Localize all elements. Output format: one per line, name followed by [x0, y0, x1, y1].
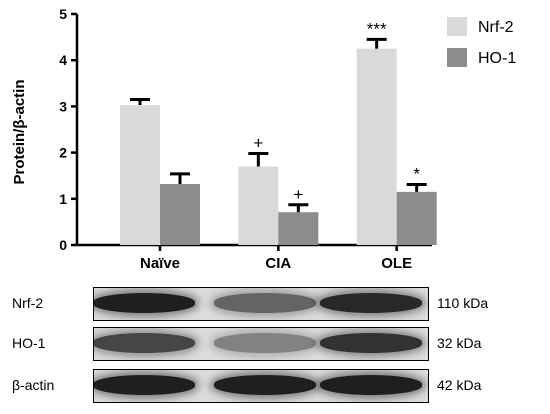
blot-size-label: 110 kDa: [437, 295, 489, 311]
x-tick-label: Naïve: [140, 255, 180, 272]
legend-label: Nrf-2: [478, 19, 514, 36]
y-tick-label: 2: [59, 145, 67, 161]
bar-nrf-2-2: [356, 48, 397, 246]
bar-nrf-2-0: [120, 105, 160, 245]
significance-marker: ***: [367, 19, 387, 38]
blot-band: [214, 293, 316, 313]
y-tick-label: 0: [59, 237, 67, 253]
bar-ho-1-1: [278, 212, 319, 245]
blot-band: [320, 293, 422, 313]
blot-band: [94, 293, 195, 313]
blot-band: [94, 375, 195, 395]
legend-swatch-nrf-2: [447, 17, 467, 36]
blot-row-label: β-actin: [12, 377, 55, 393]
blot-row-label: HO-1: [12, 335, 46, 351]
bar-ho-1-0: [160, 184, 200, 245]
blot-band: [320, 333, 422, 353]
y-tick-label: 1: [59, 191, 67, 207]
blot-band: [214, 375, 316, 395]
blot-strip: [93, 369, 429, 403]
blot-strip: [93, 327, 429, 361]
blot-size-label: 42 kDa: [437, 377, 482, 393]
blot-band: [214, 333, 316, 353]
chart-legend: Nrf-2 HO-1: [447, 17, 516, 67]
blot-row-label: Nrf-2: [12, 295, 44, 311]
blot-strip: [93, 287, 429, 321]
blot-band: [320, 375, 422, 395]
legend-swatch-ho-1: [447, 48, 467, 67]
legend-label: HO-1: [478, 50, 516, 67]
significance-marker: *: [413, 164, 420, 183]
x-tick-label: CIA: [265, 255, 291, 272]
y-tick-label: 3: [59, 98, 67, 114]
chart-bars: ++****: [120, 19, 437, 246]
bar-ho-1-2: [396, 191, 437, 245]
x-tick-label: OLE: [381, 255, 412, 272]
y-tick-label: 4: [59, 52, 67, 68]
y-tick-label: 5: [59, 6, 67, 22]
significance-marker: +: [293, 185, 303, 204]
blot-size-label: 32 kDa: [437, 335, 482, 351]
y-axis-label: Protein/β-actin: [11, 80, 28, 185]
bar-nrf-2-1: [238, 166, 279, 245]
blot-band: [94, 333, 195, 353]
significance-marker: +: [253, 134, 263, 153]
